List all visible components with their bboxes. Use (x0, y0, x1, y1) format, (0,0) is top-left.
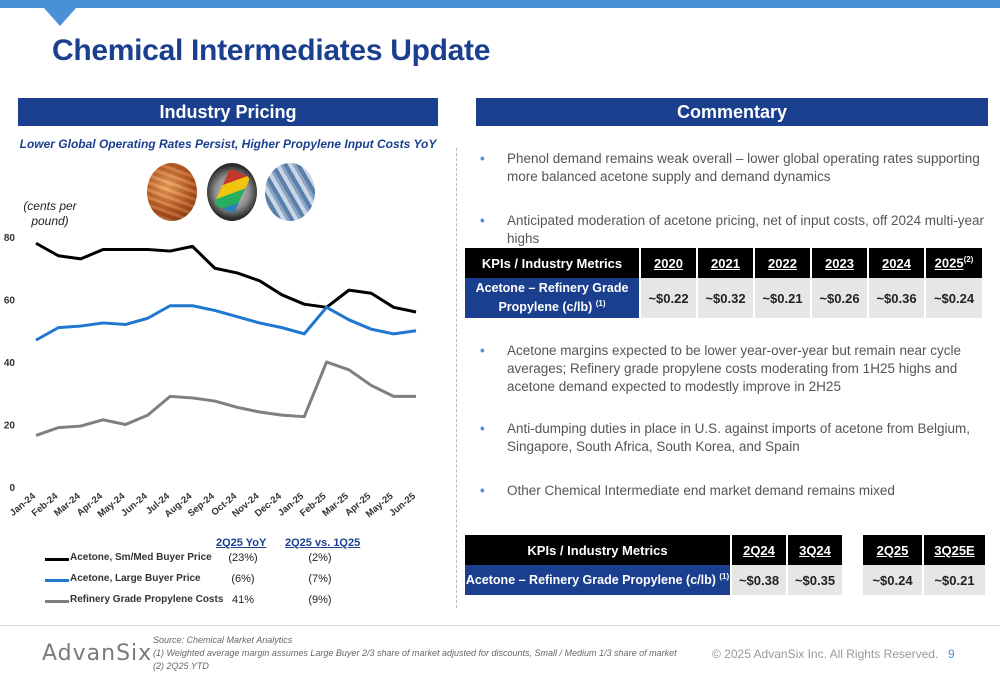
bullet-text: Anti-dumping duties in place in U.S. aga… (507, 421, 970, 454)
kpi-header-row: KPIs / Industry Metrics 2Q24 3Q24 2Q25 3… (465, 535, 985, 565)
bullet-marker: • (480, 213, 485, 228)
kpi-period: 3Q24 (787, 535, 844, 565)
legend-row: Acetone, Large Buyer Price (6%) (7%) (40, 571, 370, 589)
kpi-value: ~$0.36 (868, 278, 926, 318)
legend-name: Acetone, Large Buyer Price (70, 573, 201, 584)
copyright: © 2025 AdvanSix Inc. All Rights Reserved… (712, 647, 939, 661)
series-line-0 (35, 241, 417, 314)
legend-yoy: 41% (231, 594, 255, 606)
kpi-period: 2Q25 (863, 535, 924, 565)
legend-qoq: (9%) (308, 594, 332, 606)
legend-name: Refinery Grade Propylene Costs (70, 594, 224, 605)
top-accent-bar (0, 0, 1000, 8)
kpi-year-last: 2025(2) (925, 248, 982, 278)
kpi-year: 2022 (754, 248, 812, 278)
kpi-header-label: KPIs / Industry Metrics (465, 535, 732, 565)
bullet-text: Other Chemical Intermediate end market d… (507, 483, 895, 498)
kpi-period: 2Q24 (731, 535, 788, 565)
page-number: 9 (948, 647, 955, 661)
kpi-data-row: Acetone – Refinery Grade Propylene (c/lb… (465, 278, 982, 318)
kpi-year: 2024 (868, 248, 926, 278)
kpi-table-quarterly: KPIs / Industry Metrics 2Q24 3Q24 2Q25 3… (465, 535, 985, 595)
footnotes: Source: Chemical Market Analytics (1) We… (153, 634, 677, 673)
legend-yoy: (6%) (231, 573, 255, 585)
y-tick-label: 20 (4, 421, 16, 432)
bullet-text: Phenol demand remains weak overall – low… (507, 151, 980, 184)
kpi-header-label: KPIs / Industry Metrics (465, 248, 641, 278)
legend-qoq: (2%) (308, 552, 332, 564)
building-glass-photo-icon (265, 163, 315, 221)
kpi-gap (843, 535, 863, 565)
footnote-1: (1) Weighted average margin assumes Larg… (153, 648, 677, 658)
kpi-row-label: Acetone – Refinery Grade Propylene (c/lb… (465, 565, 732, 595)
page-title: Chemical Intermediates Update (52, 34, 491, 67)
series-line-1 (35, 304, 417, 342)
legend-swatch (45, 600, 69, 603)
x-tick-label: Jun-25 (387, 490, 418, 519)
kpi-value: ~$0.21 (754, 278, 812, 318)
legend-col1-header: 2Q25 YoY (216, 537, 267, 549)
footnote-source: Source: Chemical Market Analytics (153, 635, 293, 645)
kpi-value: ~$0.38 (731, 565, 788, 595)
legend-swatch (45, 558, 69, 561)
legend-col2-header: 2Q25 vs. 1Q25 (285, 537, 361, 549)
commentary-header: Commentary (476, 98, 988, 126)
bullet-text: Acetone margins expected to be lower yea… (507, 343, 961, 394)
bullet-text: Anticipated moderation of acetone pricin… (507, 213, 985, 246)
series-line-2 (35, 360, 416, 437)
kpi-data-row: Acetone – Refinery Grade Propylene (c/lb… (465, 565, 985, 595)
legend-name: Acetone, Sm/Med Buyer Price (70, 552, 212, 563)
legend-qoq: (7%) (308, 573, 332, 585)
y-tick-label: 60 (4, 296, 16, 307)
y-axis-unit-label: (cents per pound) (23, 199, 77, 228)
kpi-year: 2023 (811, 248, 869, 278)
y-tick-label: 0 (9, 483, 15, 494)
kpi-value: ~$0.24 (925, 278, 982, 318)
advansix-logo: AdvanSix (42, 641, 153, 666)
kpi-table-annual: KPIs / Industry Metrics 2020 2021 2022 2… (465, 248, 982, 318)
pricing-line-chart: 020406080Jan-24Feb-24Mar-24Apr-24May-24J… (4, 233, 419, 520)
x-tick-label: Jun-24 (119, 490, 150, 519)
chart-subtitle: Lower Global Operating Rates Persist, Hi… (19, 137, 437, 151)
kpi-value: ~$0.26 (811, 278, 869, 318)
legend-row: Acetone, Sm/Med Buyer Price (23%) (2%) (40, 550, 370, 568)
kpi-row-label: Acetone – Refinery Grade Propylene (c/lb… (465, 278, 641, 318)
kpi-value: ~$0.21 (923, 565, 985, 595)
kpi-year: 2021 (697, 248, 755, 278)
kpi-period: 3Q25E (923, 535, 985, 565)
bullet-marker: • (480, 421, 485, 436)
kpi-year: 2020 (640, 248, 698, 278)
kpi-value: ~$0.22 (640, 278, 698, 318)
top-accent-notch (44, 8, 76, 26)
industry-pricing-header: Industry Pricing (18, 98, 438, 126)
kpi-gap (843, 565, 863, 595)
bullet-marker: • (480, 483, 485, 498)
footnote-2: (2) 2Q25 YTD (153, 661, 209, 671)
wood-photo-icon (147, 163, 197, 221)
footer-divider (0, 625, 1000, 626)
paint-brush-photo-icon (207, 163, 257, 221)
kpi-header-row: KPIs / Industry Metrics 2020 2021 2022 2… (465, 248, 982, 278)
legend-row: Refinery Grade Propylene Costs 41% (9%) (40, 592, 370, 610)
section-divider (456, 148, 457, 608)
bullet-marker: • (480, 343, 485, 358)
legend-swatch (45, 579, 69, 582)
y-tick-label: 40 (4, 358, 16, 369)
legend-yoy: (23%) (228, 552, 258, 564)
kpi-value: ~$0.24 (863, 565, 924, 595)
y-tick-label: 80 (4, 233, 16, 244)
bullet-marker: • (480, 151, 485, 166)
kpi-value: ~$0.35 (787, 565, 844, 595)
kpi-value: ~$0.32 (697, 278, 755, 318)
